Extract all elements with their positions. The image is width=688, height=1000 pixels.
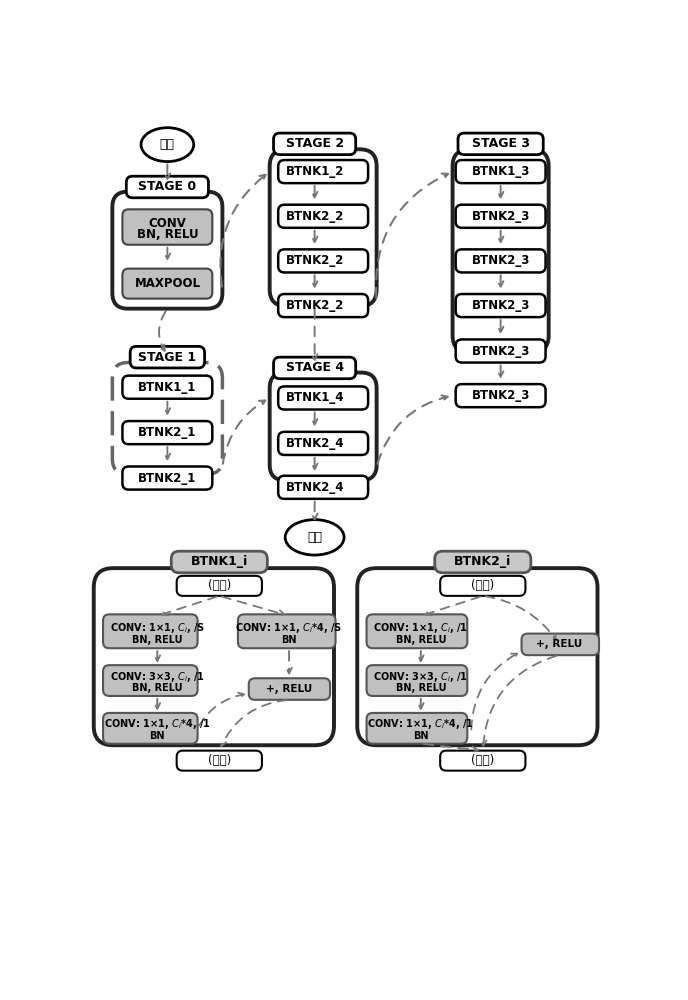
FancyBboxPatch shape	[278, 294, 368, 317]
FancyBboxPatch shape	[112, 363, 222, 474]
Text: CONV: CONV	[149, 217, 186, 230]
FancyBboxPatch shape	[367, 713, 467, 744]
FancyBboxPatch shape	[458, 133, 544, 155]
Text: BN, RELU: BN, RELU	[132, 635, 182, 645]
Text: BTNK2_1: BTNK2_1	[138, 472, 197, 485]
Text: CONV: 1×1, $C_i$*4, /S: CONV: 1×1, $C_i$*4, /S	[235, 621, 343, 635]
FancyBboxPatch shape	[127, 176, 208, 198]
Text: BN, RELU: BN, RELU	[136, 228, 198, 241]
FancyBboxPatch shape	[455, 384, 546, 407]
FancyBboxPatch shape	[455, 160, 546, 183]
FancyBboxPatch shape	[274, 133, 356, 155]
Text: BN: BN	[149, 731, 165, 741]
Text: BTNK2_3: BTNK2_3	[471, 210, 530, 223]
Text: CONV: 1×1, $C_i$, /S: CONV: 1×1, $C_i$, /S	[109, 621, 205, 635]
Text: MAXPOOL: MAXPOOL	[134, 277, 200, 290]
Text: 输入: 输入	[160, 138, 175, 151]
FancyBboxPatch shape	[278, 386, 368, 410]
FancyBboxPatch shape	[455, 205, 546, 228]
Text: +, RELU: +, RELU	[536, 639, 582, 649]
Text: BTNK1_4: BTNK1_4	[286, 391, 344, 404]
FancyBboxPatch shape	[238, 614, 336, 648]
Text: CONV: 3×3, $C_i$, /1: CONV: 3×3, $C_i$, /1	[374, 670, 469, 684]
FancyBboxPatch shape	[278, 205, 368, 228]
FancyBboxPatch shape	[522, 634, 599, 655]
FancyBboxPatch shape	[440, 751, 526, 771]
Text: BTNK2_3: BTNK2_3	[471, 254, 530, 267]
FancyBboxPatch shape	[367, 665, 467, 696]
FancyBboxPatch shape	[122, 209, 213, 245]
FancyBboxPatch shape	[122, 376, 213, 399]
FancyBboxPatch shape	[130, 346, 204, 368]
Text: BTNK2_2: BTNK2_2	[286, 254, 344, 267]
FancyBboxPatch shape	[270, 373, 376, 480]
FancyBboxPatch shape	[278, 249, 368, 272]
Text: BTNK1_1: BTNK1_1	[138, 381, 197, 394]
FancyBboxPatch shape	[455, 294, 546, 317]
Text: BTNK2_i: BTNK2_i	[454, 555, 511, 568]
FancyBboxPatch shape	[455, 249, 546, 272]
FancyBboxPatch shape	[112, 192, 222, 309]
FancyBboxPatch shape	[122, 269, 213, 299]
Text: STAGE 1: STAGE 1	[138, 351, 197, 364]
FancyBboxPatch shape	[122, 466, 213, 490]
FancyBboxPatch shape	[357, 568, 597, 745]
FancyBboxPatch shape	[249, 678, 330, 700]
FancyBboxPatch shape	[455, 339, 546, 363]
Text: BTNK2_4: BTNK2_4	[286, 481, 344, 494]
Text: BN, RELU: BN, RELU	[132, 683, 182, 693]
Text: BTNK2_4: BTNK2_4	[286, 437, 344, 450]
FancyBboxPatch shape	[94, 568, 334, 745]
FancyBboxPatch shape	[171, 551, 268, 573]
FancyBboxPatch shape	[440, 576, 526, 596]
Text: BTNK2_1: BTNK2_1	[138, 426, 197, 439]
FancyBboxPatch shape	[103, 665, 197, 696]
FancyBboxPatch shape	[177, 576, 262, 596]
FancyBboxPatch shape	[278, 476, 368, 499]
Text: BTNK1_3: BTNK1_3	[471, 165, 530, 178]
FancyBboxPatch shape	[435, 551, 531, 573]
Text: CONV: 3×3, $C_i$, /1: CONV: 3×3, $C_i$, /1	[110, 670, 205, 684]
Text: BN, RELU: BN, RELU	[396, 683, 446, 693]
Text: BN, RELU: BN, RELU	[396, 635, 446, 645]
Text: BN: BN	[413, 731, 429, 741]
Ellipse shape	[285, 520, 344, 555]
Text: 输出: 输出	[307, 531, 322, 544]
Text: CONV: 1×1, $C_i$*4, /1: CONV: 1×1, $C_i$*4, /1	[104, 717, 211, 731]
Text: CONV: 1×1, $C_i$, /1: CONV: 1×1, $C_i$, /1	[374, 621, 469, 635]
FancyBboxPatch shape	[122, 421, 213, 444]
Text: BTNK2_2: BTNK2_2	[286, 210, 344, 223]
Text: STAGE 2: STAGE 2	[286, 137, 344, 150]
Text: +, RELU: +, RELU	[266, 684, 312, 694]
FancyBboxPatch shape	[274, 357, 356, 379]
FancyBboxPatch shape	[367, 614, 467, 648]
Text: BTNK1_2: BTNK1_2	[286, 165, 344, 178]
Text: STAGE 3: STAGE 3	[472, 137, 530, 150]
Text: STAGE 0: STAGE 0	[138, 180, 197, 193]
Text: (输入): (输入)	[471, 579, 495, 592]
Text: BTNK2_3: BTNK2_3	[471, 344, 530, 358]
FancyBboxPatch shape	[278, 160, 368, 183]
Text: BTNK2_3: BTNK2_3	[471, 299, 530, 312]
FancyBboxPatch shape	[278, 432, 368, 455]
Text: (输出): (输出)	[471, 754, 495, 767]
FancyBboxPatch shape	[270, 149, 376, 306]
Text: (输出): (输出)	[208, 754, 231, 767]
Text: BTNK1_i: BTNK1_i	[191, 555, 248, 568]
FancyBboxPatch shape	[453, 149, 548, 353]
Text: STAGE 4: STAGE 4	[286, 361, 344, 374]
Text: BN: BN	[281, 635, 297, 645]
FancyBboxPatch shape	[103, 614, 197, 648]
FancyBboxPatch shape	[177, 751, 262, 771]
Text: BTNK2_3: BTNK2_3	[471, 389, 530, 402]
Text: BTNK2_2: BTNK2_2	[286, 299, 344, 312]
Text: CONV: 1×1, $C_i$*4, /1: CONV: 1×1, $C_i$*4, /1	[367, 717, 474, 731]
FancyBboxPatch shape	[103, 713, 197, 744]
Ellipse shape	[141, 128, 194, 162]
Text: (输入): (输入)	[208, 579, 231, 592]
